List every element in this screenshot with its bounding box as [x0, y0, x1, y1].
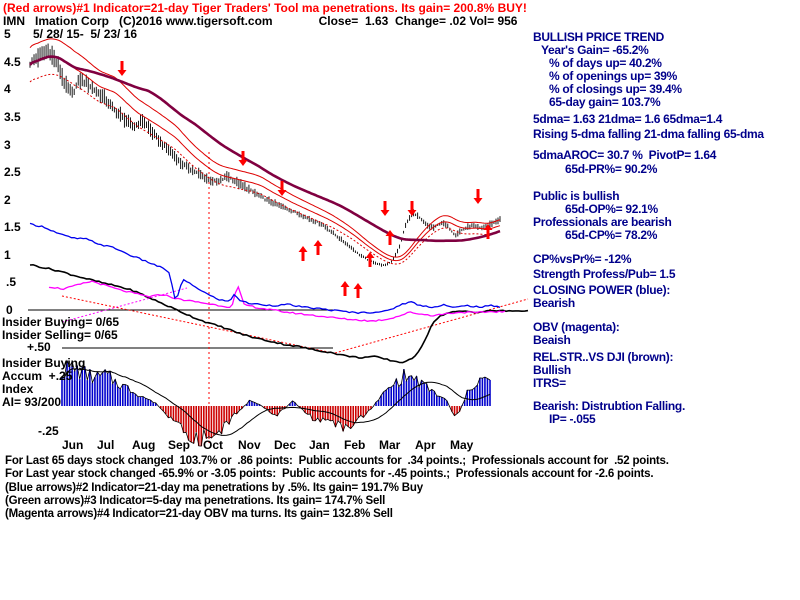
panel-dma-direction: Rising 5-dma falling 21-dma falling 65-d…	[533, 127, 764, 141]
panel-strength-ratio: Strength Profess/Pub= 1.5	[533, 267, 676, 281]
price-chart-area[interactable]	[0, 0, 533, 455]
panel-distribution-note: Bearish: Distrubtion Falling.	[533, 399, 685, 413]
month-label: Sep	[168, 438, 191, 452]
panel-closings-up: % of closings up= 39.4%	[549, 82, 682, 96]
month-label: Aug	[132, 438, 156, 452]
quote-stats: Close= 1.63 Change= .02 Vol= 956	[318, 14, 518, 28]
footer-year-summary: For Last year stock changed -65.9% or -3…	[5, 468, 654, 480]
month-label: Jan	[309, 438, 330, 452]
date-range: 5/ 28/ 15- 5/ 23/ 16	[33, 27, 138, 41]
footer-indicator3: (Green arrows)#3 Indicator=5-day ma pene…	[5, 495, 386, 507]
company-name: Imation Corp	[35, 14, 109, 28]
price-tick: 2	[4, 193, 11, 207]
panel-65d-pr: 65d-PR%= 90.2%	[565, 162, 658, 176]
accum-index-label-1: Insider Buying	[2, 356, 86, 370]
ai-reading: AI= 93/200	[2, 395, 62, 409]
footer-indicator4: (Magenta arrows)#4 Indicator=21-day OBV …	[5, 508, 393, 520]
insider-buying-count: Insider Buying= 0/65	[2, 315, 120, 329]
month-label: Jul	[97, 438, 115, 452]
month-label: Oct	[203, 438, 224, 452]
panel-public-sentiment: Public is bullish	[533, 189, 620, 203]
price-tick: 5	[4, 27, 11, 41]
price-tick: 3	[4, 138, 11, 152]
month-label: Apr	[415, 438, 436, 452]
price-tick: .5	[6, 275, 17, 289]
price-tick: 3.5	[4, 110, 21, 124]
panel-relstr-label: REL.STR..VS DJI (brown):	[533, 350, 674, 364]
price-tick: 1.5	[4, 220, 21, 234]
panel-65d-cp: 65d-CP%= 78.2%	[565, 228, 658, 242]
price-tick: 4.5	[4, 55, 21, 69]
footer-indicator2: (Blue arrows)#2 Indicator=21-day ma pene…	[5, 482, 423, 494]
panel-openings-up: % of openings up= 39%	[549, 69, 678, 83]
month-label: Mar	[379, 438, 401, 452]
panel-itrs: ITRS=	[533, 376, 566, 390]
accum-index-label-2: Accum +.25	[2, 369, 73, 383]
panel-obv-label: OBV (magenta):	[533, 320, 620, 334]
panel-price-trend: BULLISH PRICE TREND	[533, 30, 664, 44]
title-line: IMN Imation Corp (C)2016 www.tigersoft.com…	[3, 15, 517, 28]
month-label: Nov	[238, 438, 261, 452]
price-tick: 1	[4, 248, 11, 262]
panel-closing-power-state: Bearish	[533, 296, 575, 310]
ticker-symbol: IMN	[3, 14, 25, 28]
price-tick: 4	[4, 82, 11, 96]
panel-professionals-sentiment: Professionals are bearish	[533, 215, 672, 229]
panel-obv-state: Beaish	[533, 333, 571, 347]
price-tick: 2.5	[4, 165, 21, 179]
panel-65day-gain: 65-day gain= 103.7%	[549, 95, 661, 109]
panel-aroc-pivot: 5dmaAROC= 30.7 % PivotP= 1.64	[533, 148, 717, 162]
month-label: Jun	[62, 438, 84, 452]
panel-ip-value: IP= -.055	[549, 412, 596, 426]
footer-65day-summary: For Last 65 days stock changed 103.7% or…	[5, 455, 669, 467]
month-label: Feb	[344, 438, 366, 452]
insider-selling-count: Insider Selling= 0/65	[2, 328, 118, 342]
panel-65d-op: 65d-OP%= 92.1%	[565, 202, 658, 216]
panel-days-up: % of days up= 40.2%	[549, 56, 662, 70]
copyright-url: (C)2016 www.tigersoft.com	[119, 14, 273, 28]
price-tick: 0	[6, 303, 13, 317]
ai-scale-minus25: -.25	[38, 424, 59, 438]
panel-closing-power-label: CLOSING POWER (blue):	[533, 283, 671, 297]
accum-index-label-3: Index	[2, 382, 34, 396]
panel-years-gain: Year's Gain= -65.2%	[541, 43, 649, 57]
month-label: May	[450, 438, 474, 452]
ai-scale-plus50: +.50	[27, 340, 51, 354]
panel-dma-values: 5dma= 1.63 21dma= 1.6 65dma=1.4	[533, 112, 723, 126]
month-label: Dec	[274, 438, 297, 452]
indicator1-banner: (Red arrows)#1 Indicator=21-day Tiger Tr…	[3, 1, 527, 15]
panel-cp-vs-pr: CP%vsPr%= -12%	[533, 252, 632, 266]
panel-relstr-state: Bullish	[533, 363, 571, 377]
